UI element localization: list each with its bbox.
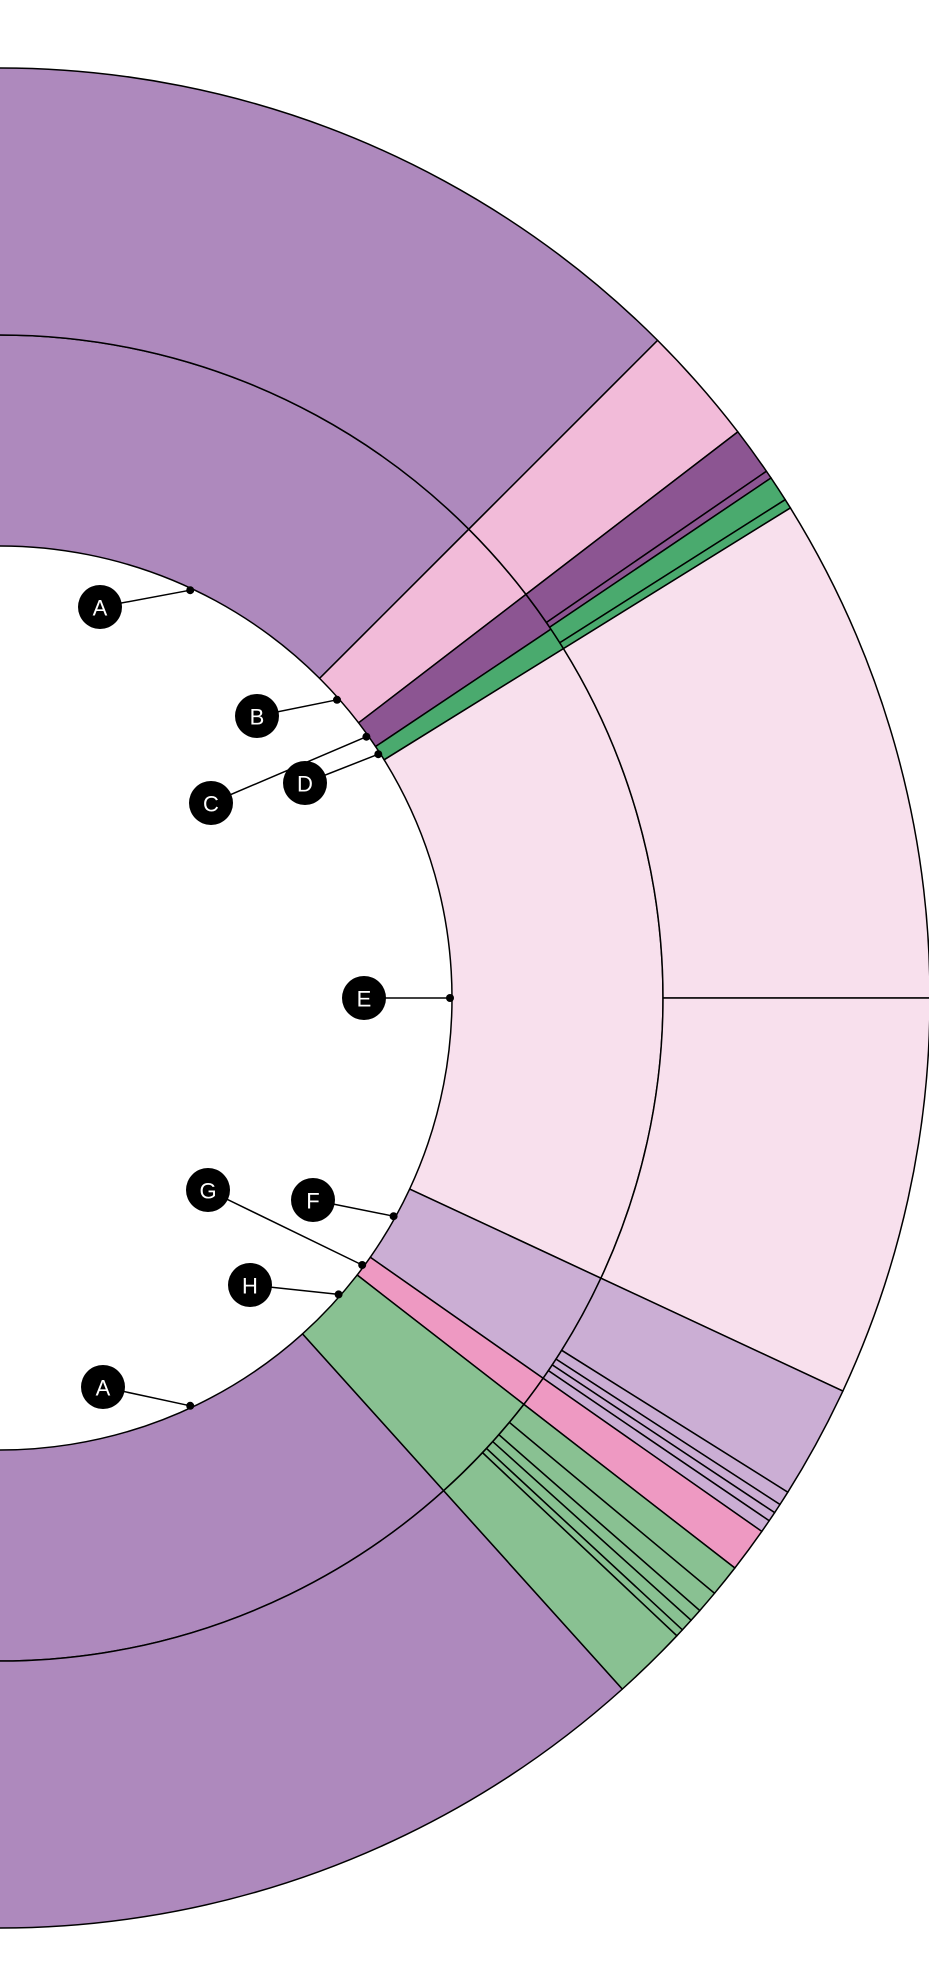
callout-a-0: A bbox=[78, 585, 195, 629]
label-badge bbox=[186, 1168, 230, 1212]
anchor-dot bbox=[446, 994, 454, 1002]
label-badge-text: C bbox=[203, 792, 219, 817]
outer-ring bbox=[0, 67, 929, 1929]
label-badge bbox=[235, 694, 279, 738]
callout-d-3: D bbox=[283, 750, 383, 805]
callout-e-4: E bbox=[342, 976, 454, 1020]
callout-c-2: C bbox=[189, 732, 371, 825]
callout-b-1: B bbox=[235, 694, 341, 738]
label-badge bbox=[291, 1178, 335, 1222]
anchor-dot bbox=[334, 1290, 343, 1299]
label-badge bbox=[189, 781, 233, 825]
anchor-dot bbox=[358, 1261, 367, 1269]
label-badge-text: B bbox=[250, 705, 265, 730]
label-badge-text: E bbox=[357, 987, 372, 1012]
label-badge bbox=[342, 976, 386, 1020]
callout-labels: A B C D E F G H A bbox=[78, 585, 454, 1410]
label-badge bbox=[228, 1263, 272, 1307]
callout-f-5: F bbox=[291, 1178, 398, 1222]
callout-g-6: G bbox=[186, 1168, 367, 1269]
label-badge-text: H bbox=[242, 1274, 258, 1299]
label-badge-text: F bbox=[306, 1189, 319, 1214]
leader-line bbox=[207, 1189, 363, 1266]
callout-h-7: H bbox=[228, 1263, 343, 1307]
callout-a-8: A bbox=[81, 1365, 195, 1410]
anchor-dot bbox=[389, 1212, 398, 1221]
label-badge-text: D bbox=[297, 772, 313, 797]
anchor-dot bbox=[333, 695, 341, 704]
label-badge-text: A bbox=[96, 1376, 111, 1401]
outer-segment-e-6 bbox=[562, 507, 929, 999]
label-badge-text: G bbox=[199, 1179, 216, 1204]
anchor-dot bbox=[186, 1401, 195, 1410]
outer-segment-a-20 bbox=[0, 1489, 624, 1929]
outer-segment-a-0 bbox=[0, 67, 659, 530]
label-badge bbox=[283, 761, 327, 805]
inner-ring bbox=[0, 334, 664, 1662]
anchor-dot bbox=[374, 750, 383, 759]
label-badge bbox=[81, 1365, 125, 1409]
label-badge-text: A bbox=[93, 596, 108, 621]
anchor-dot bbox=[362, 732, 371, 741]
anchor-dot bbox=[186, 586, 195, 595]
label-badge bbox=[78, 585, 122, 629]
